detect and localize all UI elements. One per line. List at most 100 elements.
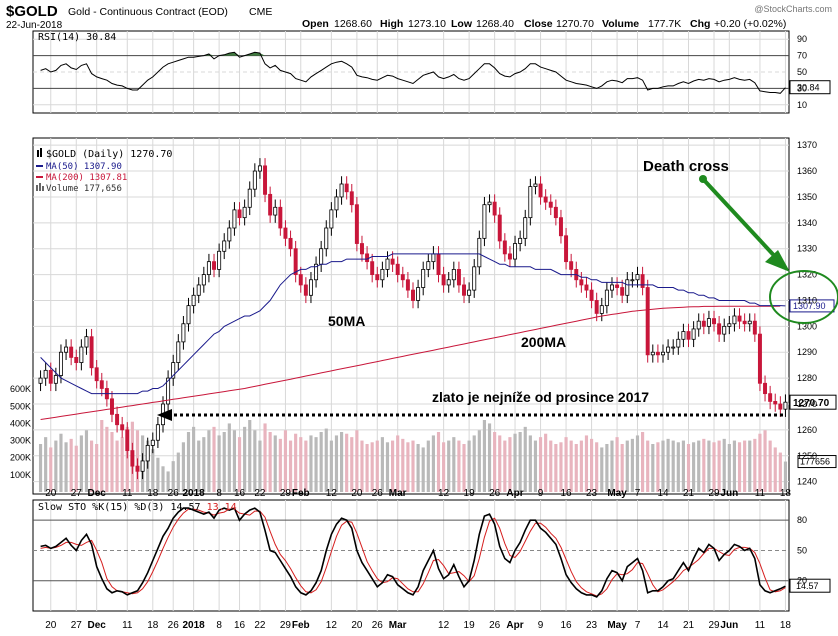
death-cross-arrowhead: [765, 250, 790, 272]
volume-bar: [151, 449, 155, 492]
candle-body: [344, 183, 349, 193]
legend-volume: Volume 177,656: [46, 184, 122, 194]
price-tick-label: 1320: [797, 270, 817, 280]
volume-bar: [559, 442, 563, 492]
rsi-last-value: 30.84: [797, 83, 820, 93]
x-axis-label-bottom: May: [607, 620, 627, 631]
volume-bar: [732, 440, 737, 492]
x-axis-label: 8: [216, 488, 222, 499]
volume-bar: [186, 432, 191, 492]
candle-body: [742, 320, 747, 325]
x-axis-label-bottom: 16: [234, 620, 246, 631]
candle-body: [89, 336, 94, 369]
candle-body: [441, 274, 446, 286]
volume-bar: [513, 433, 517, 492]
candle-body: [462, 284, 467, 296]
rsi-last-box: [789, 80, 831, 95]
candle-body: [778, 403, 783, 410]
volume-bar: [712, 442, 716, 492]
volume-bar: [467, 440, 471, 492]
volume-bar: [421, 447, 425, 492]
volume-tick-label: 200K: [10, 453, 31, 463]
candle-body: [64, 346, 69, 353]
candle-body: [599, 305, 604, 314]
volume-bar: [69, 438, 73, 492]
high-value: 1273.10: [408, 18, 446, 30]
candle-body: [773, 401, 778, 405]
volume-bar: [38, 444, 43, 492]
candle-body: [38, 377, 43, 384]
price-tick-label: 1240: [797, 477, 817, 487]
x-axis-label-bottom: Jun: [720, 620, 738, 631]
rsi-line: [40, 51, 786, 94]
volume-bar: [370, 442, 374, 492]
price-tick-label: 1350: [797, 192, 817, 202]
x-axis-label: 23: [586, 488, 598, 499]
volume-bar: [105, 426, 109, 492]
x-axis-label: 29: [280, 488, 292, 499]
candle-body: [278, 206, 283, 229]
candle-body: [671, 346, 676, 349]
candle-body: [288, 237, 293, 250]
candle-body: [502, 240, 507, 255]
candle-body: [630, 279, 635, 282]
candle-body: [69, 346, 74, 358]
ma50-line: [40, 253, 786, 395]
x-axis-label: Dec: [87, 488, 106, 499]
volume-bar: [783, 461, 788, 492]
candle-body: [528, 186, 533, 219]
candle-body: [109, 398, 114, 415]
candle-body: [737, 315, 742, 322]
volume-bar: [462, 444, 466, 492]
x-axis-label-bottom: Mar: [389, 620, 407, 631]
volume-bar: [447, 440, 451, 492]
price-tick-label: 1260: [797, 425, 817, 435]
ma-value-box: [789, 299, 835, 313]
volume-bar: [600, 447, 604, 492]
candle-body: [416, 287, 421, 301]
rsi-tick-label: 30: [797, 83, 807, 93]
candle-body: [609, 284, 614, 291]
volume-bar: [508, 437, 512, 492]
x-axis-label-bottom: 9: [538, 620, 544, 631]
volume-bar: [314, 437, 318, 492]
volume-bar: [380, 437, 384, 492]
candle-body: [681, 331, 686, 340]
x-axis-label: 20: [351, 488, 363, 499]
candle-body: [314, 263, 319, 281]
volume-bar: [222, 432, 226, 492]
volume-bar: [309, 435, 313, 492]
candle-body: [206, 261, 211, 275]
rsi-tick-label: 50: [797, 67, 807, 77]
candle-body: [319, 248, 324, 265]
volume-tick-label: 100K: [10, 470, 31, 480]
death-cross-arrow: [701, 177, 783, 265]
volume-bar: [487, 423, 492, 492]
volume-bar: [391, 440, 395, 492]
volume-bar: [401, 438, 405, 492]
sto-last-value: 14.57: [796, 581, 819, 591]
candle-body: [436, 253, 441, 275]
grid-lines: [33, 31, 789, 611]
candle-body: [757, 333, 762, 384]
volume-bar: [595, 442, 599, 492]
candle-body: [615, 284, 620, 288]
volume-bar: [538, 437, 543, 492]
x-axis-label-bottom: 12: [438, 620, 450, 631]
volume-bar: [768, 440, 772, 492]
candle-body: [283, 227, 288, 239]
x-axis-label-bottom: 14: [657, 620, 669, 631]
volume-bar: [671, 440, 675, 492]
x-axis-label: Feb: [292, 488, 310, 499]
death-cross-arrow-dot: [699, 175, 707, 183]
candle-body: [74, 357, 79, 363]
x-axis-label: 9: [538, 488, 544, 499]
candle-body: [140, 460, 145, 472]
volume-bar: [217, 435, 221, 492]
volume-tick-label: 500K: [10, 401, 31, 411]
candle-body: [533, 183, 538, 187]
candle-body: [237, 209, 242, 219]
candle-body: [477, 237, 482, 268]
volume-bar: [493, 432, 497, 492]
candle-body: [645, 287, 650, 356]
